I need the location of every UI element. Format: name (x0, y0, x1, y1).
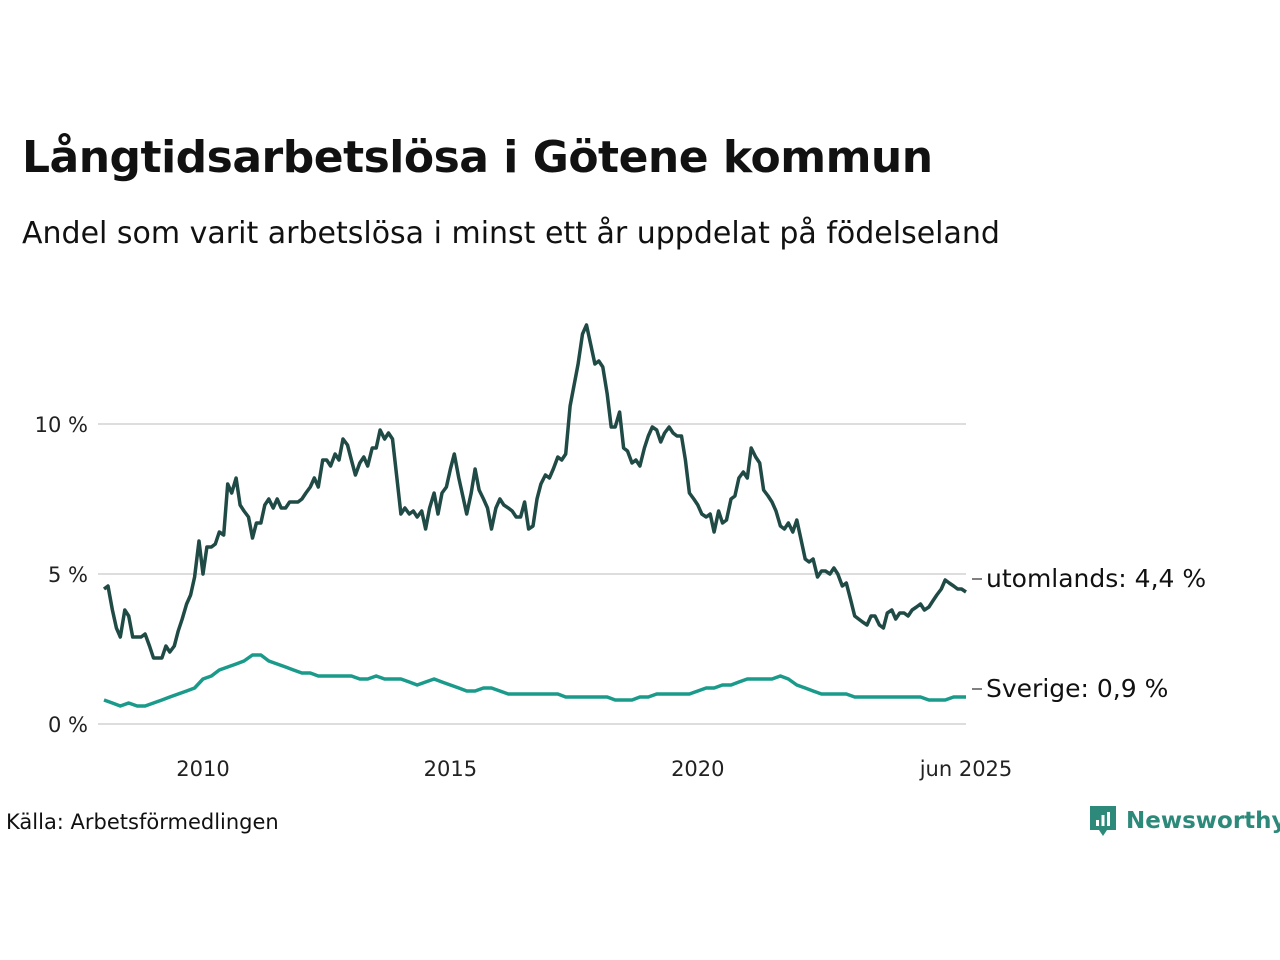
y-axis: 0 % 5 % 10 % (35, 413, 88, 737)
end-labels: utomlands: 4,4 % Sverige: 0,9 % (972, 564, 1206, 703)
x-tick-label: 2020 (671, 757, 724, 781)
y-tick-label: 0 % (48, 713, 88, 737)
y-tick-label: 10 % (35, 413, 88, 437)
series-line-utomlands (102, 323, 967, 660)
source-note: Källa: Arbetsförmedlingen (6, 810, 279, 834)
brand-name: Newsworthy (1126, 808, 1280, 834)
x-axis: 2010 2015 2020 jun 2025 (176, 757, 1012, 781)
x-tick-label: 2015 (424, 757, 477, 781)
chart-subtitle: Andel som varit arbetslösa i minst ett å… (22, 216, 1000, 251)
newsworthy-icon (1090, 806, 1116, 836)
series-lines (102, 323, 967, 708)
x-tick-label: jun 2025 (919, 757, 1013, 781)
end-label-utomlands: utomlands: 4,4 % (986, 564, 1206, 593)
y-tick-label: 5 % (48, 563, 88, 587)
chart-title: Långtidsarbetslösa i Götene kommun (22, 132, 933, 183)
series-line-sverige (103, 653, 966, 708)
brand-logo: Newsworthy (1088, 804, 1280, 838)
x-tick-label: 2010 (176, 757, 229, 781)
end-label-sverige: Sverige: 0,9 % (986, 674, 1168, 703)
